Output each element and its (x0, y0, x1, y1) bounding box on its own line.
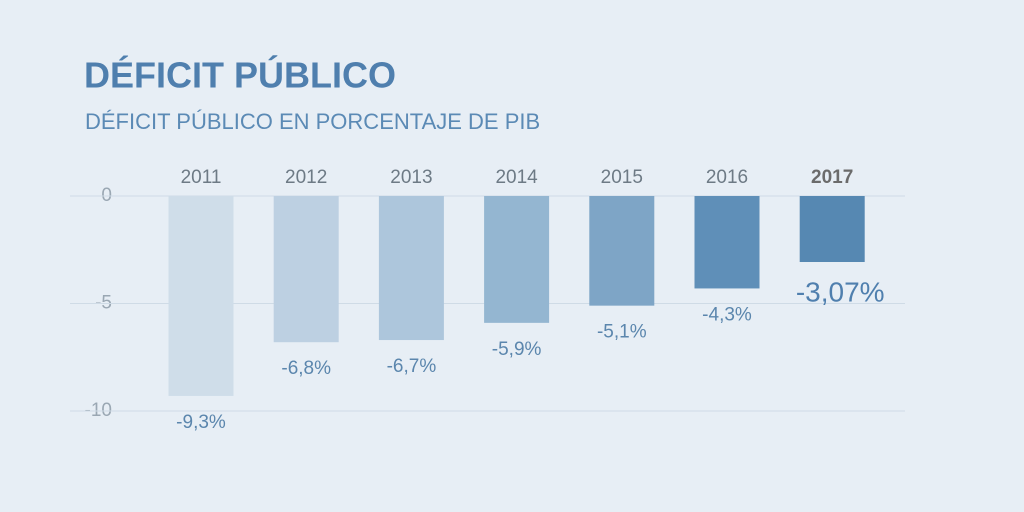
value-label: -5,9% (492, 339, 542, 360)
value-label: -4,3% (702, 304, 752, 325)
bar (484, 196, 550, 323)
x-tick-label: 2016 (706, 167, 748, 188)
x-tick-label: 2015 (601, 167, 643, 188)
chart-title: DÉFICIT PÚBLICO (84, 54, 396, 96)
chart-subtitle: DÉFICIT PÚBLICO EN PORCENTAJE DE PIB (85, 109, 540, 134)
x-tick-label: 2014 (495, 167, 538, 188)
bar (589, 196, 655, 306)
value-label: -5,1% (597, 322, 647, 343)
x-tick-label: 2011 (181, 167, 222, 188)
bar (273, 196, 339, 343)
bar (694, 196, 760, 289)
bar (168, 196, 234, 396)
value-label: -3,07% (796, 276, 885, 307)
value-label: -6,7% (387, 356, 437, 377)
x-tick-label: 2012 (285, 167, 327, 188)
value-label: -6,8% (281, 358, 331, 379)
bar (378, 196, 444, 341)
value-label: -9,3% (176, 412, 226, 433)
bar (799, 196, 865, 263)
x-tick-label: 2017 (811, 167, 853, 188)
x-tick-label: 2013 (390, 167, 432, 188)
